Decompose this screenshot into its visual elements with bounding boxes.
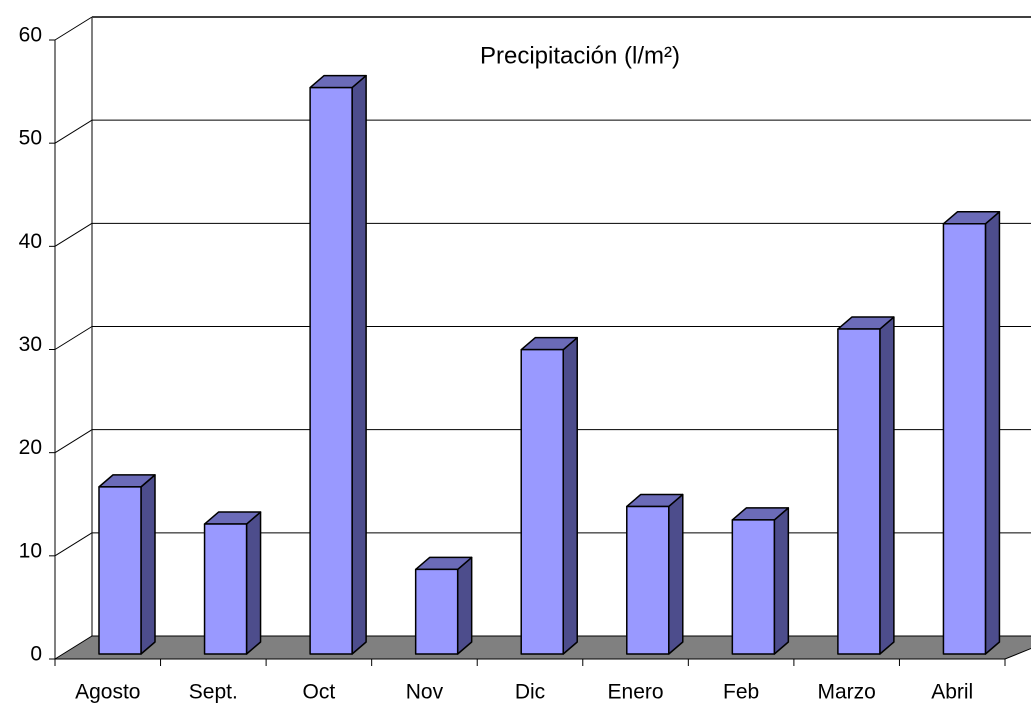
bar-front: [203, 523, 248, 655]
bar-front: [98, 486, 142, 655]
bar-side: [879, 316, 895, 655]
y-tick-label: 10: [19, 539, 42, 562]
bar: [203, 511, 262, 655]
y-tick-label: 0: [30, 643, 42, 666]
bar: [942, 211, 1001, 655]
grid-line: [54, 326, 93, 350]
x-tick-label: Marzo: [817, 681, 875, 704]
bar: [626, 493, 684, 655]
grid-line: [54, 429, 93, 454]
x-tick-label: Abril: [931, 681, 973, 704]
bar-side: [245, 511, 262, 655]
bar-side: [140, 474, 156, 655]
y-tick-label: 30: [19, 333, 42, 356]
bar-side: [351, 74, 367, 655]
x-tick-label: Sept.: [189, 681, 238, 704]
bar: [731, 507, 790, 655]
y-tick-label: 20: [19, 436, 42, 459]
bar: [520, 336, 578, 655]
bar-front: [414, 568, 459, 655]
chart-title: Precipitación (l/m²): [480, 42, 680, 69]
y-tick-label: 50: [19, 127, 42, 150]
y-tick-label: 60: [19, 24, 42, 47]
bar: [309, 74, 367, 655]
x-tick-label: Enero: [608, 681, 664, 704]
x-tick-label: Oct: [303, 681, 336, 704]
y-tick-label: 40: [19, 230, 42, 253]
bar-front: [731, 519, 776, 655]
bar-side: [562, 336, 578, 655]
bar-front: [837, 328, 881, 655]
bar-front: [942, 223, 987, 655]
x-tick-label: Agosto: [75, 681, 140, 704]
bar-side: [773, 507, 790, 655]
grid-line: [54, 532, 93, 557]
bar: [837, 316, 895, 655]
bar-front: [626, 505, 670, 655]
bar: [414, 556, 473, 655]
bar: [98, 474, 156, 655]
bar-side: [668, 493, 684, 655]
x-tick-label: Nov: [406, 681, 444, 704]
grid-line: [54, 222, 93, 247]
x-tick-label: Feb: [723, 681, 759, 704]
grid-line: [54, 119, 93, 144]
grid-line: [54, 16, 93, 41]
bar-front: [309, 86, 353, 655]
bar-side: [984, 211, 1001, 655]
x-tick-label: Dic: [515, 681, 545, 704]
bar-side: [456, 556, 473, 655]
bar-front: [520, 348, 564, 655]
